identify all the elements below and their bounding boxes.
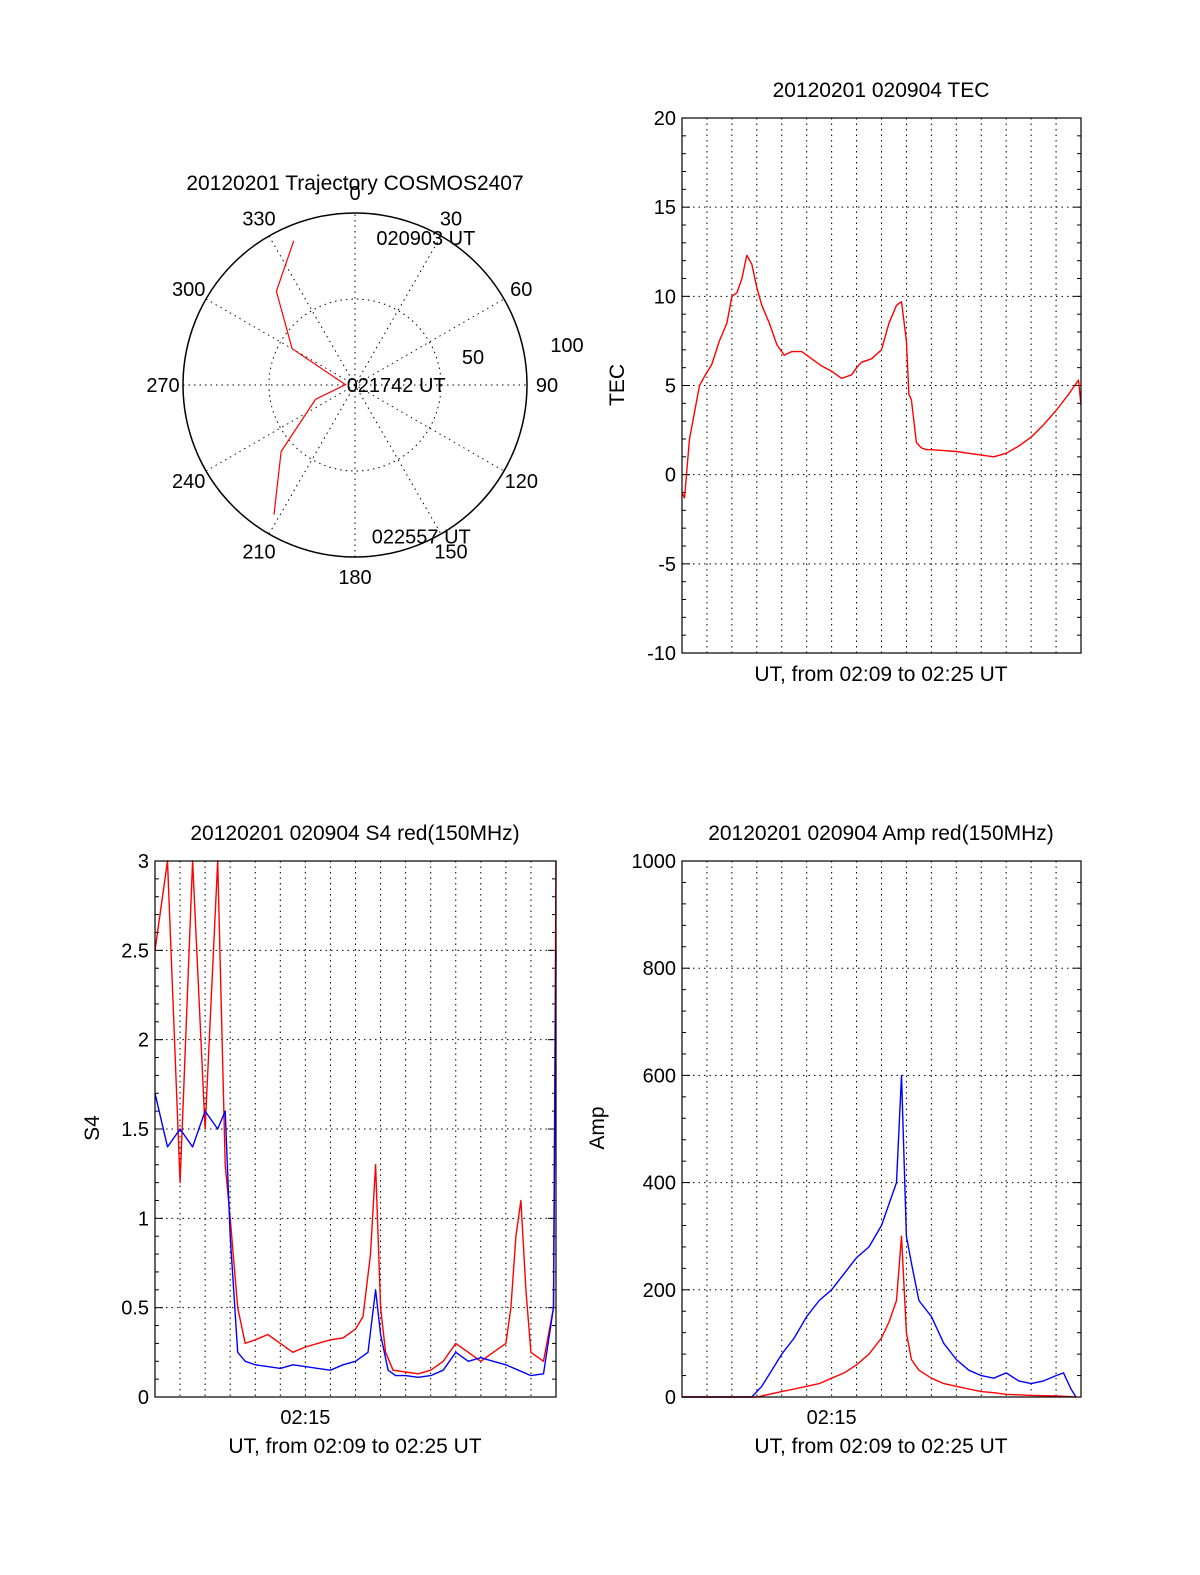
amp-ytick-label: 0 — [665, 1387, 676, 1409]
amp-xtick-label: 02:15 — [807, 1407, 857, 1429]
polar-angle-label: 30 — [440, 209, 462, 231]
polar-angle-labels: 0 30 60 90 120 150 180 210 240 270 300 330 — [146, 183, 558, 589]
polar-radial-label: 50 — [462, 347, 484, 369]
polar-angle-label: 300 — [172, 279, 205, 301]
polar-angle-label: 90 — [536, 375, 558, 397]
s4-frame — [154, 860, 557, 1398]
amp-series-line — [682, 1235, 1077, 1398]
s4-ytick-label: 1 — [138, 1208, 149, 1230]
tec-plot: -10 -5 0 5 10 15 20 — [647, 108, 1082, 665]
polar-inner-ring — [268, 298, 442, 472]
polar-angle-label: 0 — [349, 183, 360, 205]
amp-plot: 0 200 400 600 800 1000 02:15 — [632, 851, 1082, 1429]
s4-series-line — [154, 950, 557, 1379]
polar-angle-label: 60 — [510, 279, 532, 301]
tec-ylabel: TEC — [606, 364, 629, 406]
tec-ytick-label: 5 — [665, 376, 676, 398]
s4-plot: 0 0.5 1 1.5 2 2.5 3 02:15 — [121, 851, 557, 1429]
amp-frame — [681, 860, 1082, 1398]
polar-angle-label: 150 — [434, 541, 467, 563]
amp-ytick-label: 600 — [643, 1065, 676, 1087]
tec-ytick-label: 20 — [654, 108, 676, 130]
amp-ylabel: Amp — [586, 1106, 609, 1149]
amp-ytick-label: 1000 — [632, 851, 677, 873]
polar-angle-label: 240 — [172, 471, 205, 493]
polar-radial-labels: 50 100 — [462, 335, 584, 369]
polar-trajectory-line — [273, 240, 347, 515]
s4-ylabel: S4 — [81, 1115, 104, 1141]
polar-series — [273, 240, 347, 515]
tec-ytick-label: 0 — [665, 465, 676, 487]
tec-panel: 20120201 020904 TEC UT, from 02:09 to 02… — [606, 79, 1082, 686]
polar-angle-label: 120 — [505, 471, 538, 493]
tec-ytick-label: 10 — [654, 286, 676, 308]
polar-time-annotation: 022557 UT — [372, 526, 471, 548]
s4-ytick-label: 2 — [138, 1030, 149, 1052]
polar-radial-label: 100 — [550, 335, 583, 357]
polar-trajectory-panel: 20120201 Trajectory COSMOS2407 0 30 60 90 12… — [146, 172, 583, 589]
tec-series-line — [681, 254, 1082, 499]
polar-spoke — [268, 235, 442, 535]
amp-title: 20120201 020904 Amp red(150MHz) — [708, 822, 1054, 845]
tec-ytick-label: -10 — [647, 643, 676, 665]
s4-ytick-label: 3 — [138, 851, 149, 873]
amp-xlabel: UT, from 02:09 to 02:25 UT — [754, 1435, 1007, 1458]
tec-frame — [681, 117, 1082, 654]
polar-time-annotation: 020903 UT — [376, 228, 475, 250]
tec-ytick-label: -5 — [658, 554, 676, 576]
s4-ytick-label: 2.5 — [121, 940, 149, 962]
amp-panel: 20120201 020904 Amp red(150MHz) UT, from… — [586, 822, 1082, 1458]
s4-ytick-label: 0.5 — [121, 1298, 149, 1320]
tec-ytick-label: 15 — [654, 197, 676, 219]
polar-time-annotation: 021742 UT — [347, 375, 446, 397]
s4-title: 20120201 020904 S4 red(150MHz) — [190, 822, 519, 845]
polar-annotations: 020903 UT 021742 UT 022557 UT — [347, 228, 476, 548]
amp-ytick-label: 400 — [643, 1173, 676, 1195]
tec-title: 20120201 020904 TEC — [773, 79, 990, 102]
polar-angle-label: 180 — [338, 567, 371, 589]
polar-angle-label: 330 — [242, 209, 275, 231]
polar-grid — [182, 212, 528, 558]
polar-angle-label: 270 — [146, 375, 179, 397]
amp-series-line — [682, 1074, 1077, 1398]
s4-xtick-label: 02:15 — [280, 1407, 330, 1429]
polar-angle-label: 210 — [242, 541, 275, 563]
s4-ytick-label: 1.5 — [121, 1119, 149, 1141]
s4-xlabel: UT, from 02:09 to 02:25 UT — [228, 1435, 481, 1458]
s4-series-line — [154, 860, 557, 1375]
s4-ytick-label: 0 — [138, 1387, 149, 1409]
polar-title: 20120201 Trajectory COSMOS2407 — [186, 172, 523, 195]
amp-ytick-label: 800 — [643, 958, 676, 980]
tec-xlabel: UT, from 02:09 to 02:25 UT — [754, 663, 1007, 686]
amp-ytick-label: 200 — [643, 1280, 676, 1302]
s4-panel: 20120201 020904 S4 red(150MHz) UT, from … — [81, 822, 557, 1458]
